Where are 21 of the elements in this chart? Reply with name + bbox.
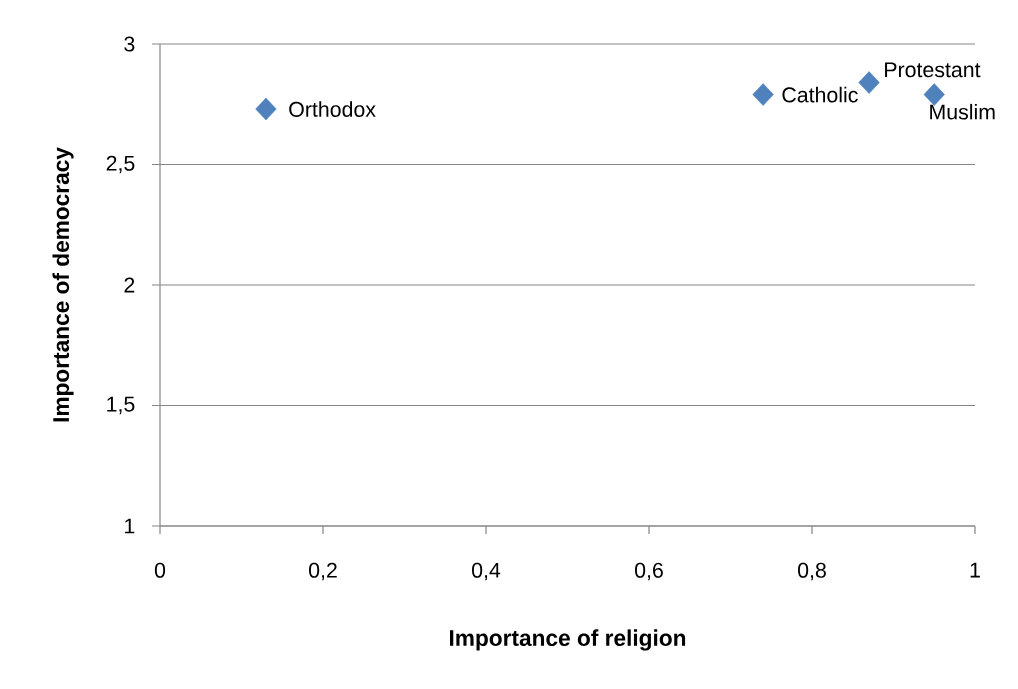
point [858, 71, 880, 94]
annotation: Orthodox [289, 101, 376, 117]
x-tick-label: 0,2 [309, 562, 337, 581]
y-axis-title: Importance of democracy [52, 147, 74, 422]
annotation: Catholic [782, 86, 858, 103]
point [255, 97, 277, 121]
x-tick-label: 0,4 [472, 562, 501, 581]
annotation: Protestant [885, 62, 981, 78]
y-tick-label: 1 [125, 518, 135, 534]
y-tick-label: 3 [124, 36, 135, 52]
y-tick-label: 2,5 [106, 155, 135, 174]
x-tick-label: 0,6 [635, 562, 663, 581]
x-tick-label: 0 [154, 562, 166, 578]
x-tick-label: 1 [970, 562, 980, 578]
x-tick-label: 0,8 [798, 562, 826, 581]
point [923, 83, 945, 106]
point [752, 83, 774, 106]
annotation: Muslim [930, 103, 995, 120]
y-tick-label: 2 [124, 277, 135, 293]
x-axis-title: Importance of religion [450, 629, 686, 651]
y-tick-label: 1,5 [107, 396, 135, 415]
